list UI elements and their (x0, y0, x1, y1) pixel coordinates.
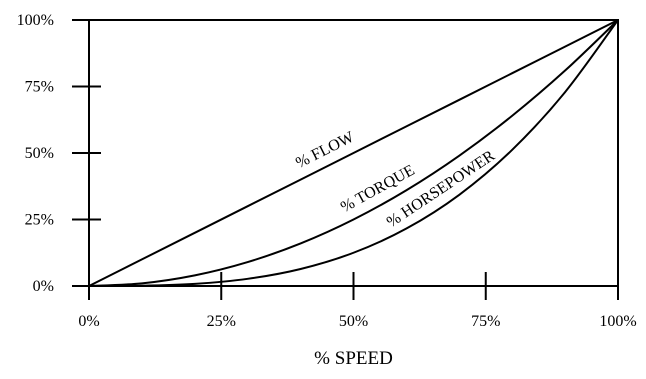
series-label-horsepower: % HORSEPOWER (384, 147, 498, 231)
x-tick-label: 0% (78, 313, 99, 330)
x-tick-label: 25% (207, 313, 236, 330)
x-axis-title: % SPEED (314, 348, 393, 369)
series-lines (88, 19, 619, 287)
x-tick-label: 50% (339, 313, 368, 330)
x-tick-label: 100% (599, 313, 636, 330)
series-labels: % FLOW% TORQUE% HORSEPOWER (293, 128, 498, 231)
series-line-flow (88, 19, 619, 287)
x-axis-ticks: 0% 25% 50% 75% 100% (78, 272, 637, 330)
series-line-horsepower (88, 19, 619, 287)
y-tick-label: 0% (33, 278, 54, 295)
y-tick-label: 75% (25, 79, 54, 96)
y-tick-label: 100% (17, 12, 54, 29)
y-tick-label: 50% (25, 145, 54, 162)
series-label-flow: % FLOW (293, 128, 357, 172)
y-axis-ticks: 0% 25% 50% 75% 100% (17, 12, 101, 295)
series-line-torque (88, 19, 619, 287)
x-tick-label: 75% (471, 313, 500, 330)
y-tick-label: 25% (25, 212, 54, 229)
